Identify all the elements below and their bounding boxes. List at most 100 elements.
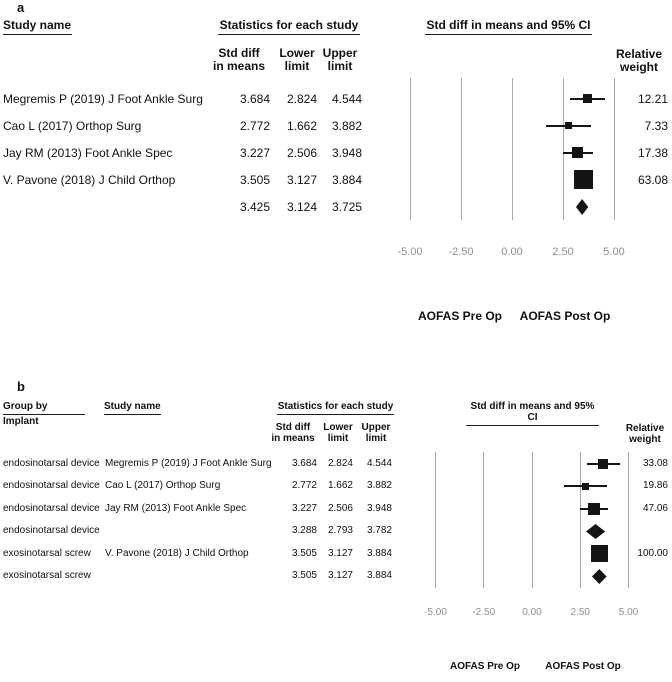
upper-limit-column-header: Upper limit xyxy=(361,422,391,444)
lower-limit-value: 2.506 xyxy=(286,145,317,160)
lower-limit-value: 2.506 xyxy=(327,502,353,514)
upper-limit-value: 3.884 xyxy=(366,547,392,559)
study-name-cell: Jay RM (2013) Foot Ankle Spec xyxy=(3,145,173,160)
ci-header: Std diff in means and 95% CI xyxy=(466,401,599,426)
study-name-cell: V. Pavone (2018) J Child Orthop xyxy=(105,547,249,559)
statistics-header: Statistics for each study xyxy=(277,401,394,415)
study-name-cell: Megremis P (2019) J Foot Ankle Surg xyxy=(3,91,203,106)
relative-weight-value: 7.33 xyxy=(644,118,668,133)
axis-tick-label: 5.00 xyxy=(618,607,639,618)
axis-tick-label: -5.00 xyxy=(397,246,423,258)
footer-label-post-op: AOFAS Post Op xyxy=(519,309,611,323)
std-diff-column-header: Std diff in means xyxy=(271,422,315,444)
std-diff-value: 3.505 xyxy=(291,570,317,581)
relative-weight-column-header: Relative weight xyxy=(625,423,665,445)
lower-limit-value: 3.124 xyxy=(286,199,317,214)
std-diff-value: 2.772 xyxy=(291,480,317,492)
lower-limit-value: 3.127 xyxy=(327,570,353,581)
panel-label-a: a xyxy=(17,0,25,15)
std-diff-value: 3.227 xyxy=(291,502,317,514)
std-diff-value: 3.684 xyxy=(291,458,317,469)
effect-square-marker xyxy=(574,170,593,189)
summary-diamond-marker xyxy=(592,568,607,584)
relative-weight-value: 47.06 xyxy=(642,502,668,514)
axis-gridline xyxy=(511,78,513,220)
std-diff-value: 3.684 xyxy=(239,91,270,106)
study-name-cell: Jay RM (2013) Foot Ankle Spec xyxy=(105,502,247,514)
upper-limit-value: 4.544 xyxy=(331,91,362,106)
effect-square-marker xyxy=(572,147,584,158)
relative-weight-column-header: Relative weight xyxy=(615,47,663,74)
axis-gridline xyxy=(531,452,533,588)
axis-gridline xyxy=(628,452,629,588)
effect-square-marker xyxy=(588,502,601,515)
study-name-cell: Cao L (2017) Orthop Surg xyxy=(105,480,221,492)
group-cell: endosinotarsal device xyxy=(3,525,100,537)
upper-limit-value: 3.882 xyxy=(366,480,392,492)
study-name-header: Study name xyxy=(3,19,72,35)
lower-limit-value: 1.662 xyxy=(286,118,317,133)
std-diff-value: 3.288 xyxy=(291,525,317,537)
axis-tick-label: 5.00 xyxy=(603,246,625,258)
axis-tick-label: -2.50 xyxy=(448,246,474,258)
upper-limit-value: 3.782 xyxy=(366,525,392,537)
upper-limit-column-header: Upper limit xyxy=(322,46,358,73)
upper-limit-value: 3.725 xyxy=(331,199,362,214)
axis-tick-label: -5.00 xyxy=(424,607,447,618)
axis-gridline xyxy=(613,78,615,220)
group-by-header: Group by xyxy=(3,401,85,415)
lower-limit-column-header: Lower limit xyxy=(323,422,353,444)
footer-label-post-op: AOFAS Post Op xyxy=(545,661,621,672)
relative-weight-value: 33.08 xyxy=(642,458,668,469)
axis-gridline xyxy=(435,452,436,588)
summary-diamond-marker xyxy=(585,523,605,539)
relative-weight-value: 63.08 xyxy=(637,172,668,187)
study-name-cell: Megremis P (2019) J Foot Ankle Surg xyxy=(105,458,272,469)
effect-square-marker xyxy=(598,458,609,470)
study-name-cell: V. Pavone (2018) J Child Orthop xyxy=(3,172,176,187)
group-cell: exosinotarsal screw xyxy=(3,570,91,581)
axis-tick-label: 0.00 xyxy=(501,246,523,258)
effect-square-marker xyxy=(581,482,590,491)
study-name-header: Study name xyxy=(104,401,161,415)
panel-label-b: b xyxy=(17,379,25,394)
relative-weight-value: 19.86 xyxy=(642,480,668,492)
std-diff-column-header: Std diff in means xyxy=(212,46,266,73)
std-diff-value: 3.425 xyxy=(239,199,270,214)
std-diff-value: 2.772 xyxy=(239,118,270,133)
relative-weight-value: 100.00 xyxy=(637,547,668,559)
upper-limit-value: 3.948 xyxy=(331,145,362,160)
axis-tick-label: 2.50 xyxy=(552,246,574,258)
std-diff-value: 3.505 xyxy=(239,172,270,187)
axis-gridline xyxy=(562,78,564,220)
effect-square-marker xyxy=(590,544,609,563)
relative-weight-value: 12.21 xyxy=(637,91,668,106)
std-diff-value: 3.227 xyxy=(239,145,270,160)
upper-limit-value: 3.882 xyxy=(331,118,362,133)
axis-tick-label: 2.50 xyxy=(570,607,590,618)
std-diff-value: 3.505 xyxy=(291,547,317,559)
axis-gridline xyxy=(483,452,485,588)
effect-square-marker xyxy=(582,93,592,104)
footer-label-pre-op: AOFAS Pre Op xyxy=(449,661,520,672)
summary-diamond-marker xyxy=(575,198,588,215)
relative-weight-value: 17.38 xyxy=(637,145,668,160)
upper-limit-value: 3.884 xyxy=(366,570,392,581)
upper-limit-value: 4.544 xyxy=(366,458,392,469)
axis-tick-label: 0.00 xyxy=(522,607,542,618)
statistics-header: Statistics for each study xyxy=(218,19,360,35)
study-name-cell: Cao L (2017) Orthop Surg xyxy=(3,118,142,133)
lower-limit-value: 3.127 xyxy=(286,172,317,187)
lower-limit-value: 1.662 xyxy=(327,480,353,492)
axis-gridline xyxy=(579,452,581,588)
lower-limit-value: 2.824 xyxy=(327,458,353,469)
group-by-variable-label: Implant xyxy=(3,416,39,427)
group-cell: exosinotarsal screw xyxy=(3,547,91,559)
upper-limit-value: 3.884 xyxy=(331,172,362,187)
group-cell: endosinotarsal device xyxy=(3,502,100,514)
ci-header: Std diff in means and 95% CI xyxy=(425,19,592,35)
lower-limit-value: 3.127 xyxy=(327,547,353,559)
lower-limit-column-header: Lower limit xyxy=(279,46,315,73)
group-cell: endosinotarsal device xyxy=(3,458,100,469)
